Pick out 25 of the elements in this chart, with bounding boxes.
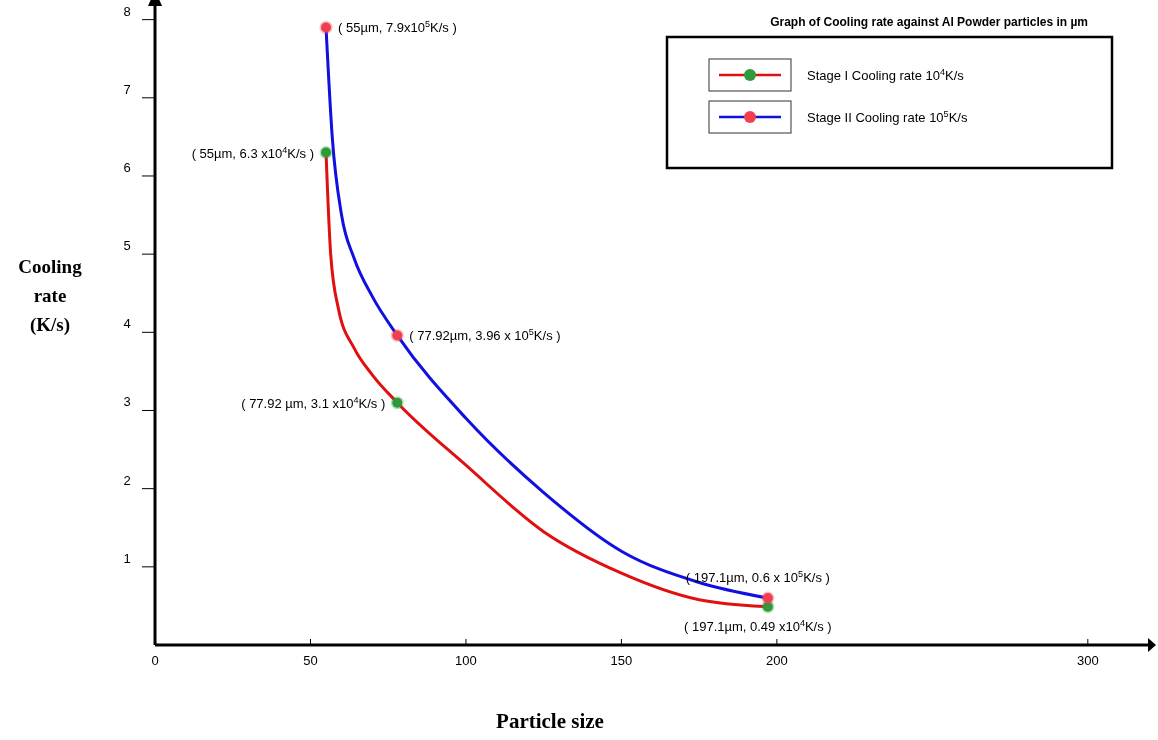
y-tick-label: 4 [123, 316, 131, 332]
annotation: ( 197.1µm, 0.6 x 10$^{5}$K/s ) [685, 569, 830, 586]
x-axis-title: Particle size [496, 709, 604, 733]
legend-label: Stage I Cooling rate 10$^{4}$K/s [807, 67, 965, 83]
y-tick-label: 1 [123, 550, 131, 566]
y-tick-label: 7 [123, 81, 131, 97]
annotation: ( 55µm, 6.3 x10$^{4}$K/s ) [191, 144, 315, 161]
x-tick-label: 300 [1076, 653, 1099, 668]
y-tick-label: 5 [123, 238, 131, 254]
x-tick-label: 0 [151, 653, 159, 668]
legend-label: Stage II Cooling rate 10$^{5}$K/s [807, 109, 968, 125]
y-tick-label: 8 [123, 3, 131, 19]
text: Graph of Cooling rate against Al Powder particles in µm [770, 15, 1088, 29]
y-axis-title: Cooling rate (K/s) [18, 256, 83, 336]
x-tick-label: 150 [610, 653, 633, 668]
x-tick-label: 100 [455, 653, 477, 668]
y-tick-label: 3 [123, 394, 131, 410]
annotation: ( 77.92 µm, 3.1 x10$^{4}$K/s ) [241, 394, 386, 411]
x-tick-label: 200 [766, 653, 788, 668]
y-tick-label: 6 [123, 159, 131, 175]
annotation: ( 77.92µm, 3.96 x 10$^{5}$K/s ) [409, 327, 561, 344]
annotation: ( 197.1µm, 0.49 x10$^{4}$K/s ) [684, 617, 832, 634]
y-tick-label: 2 [123, 472, 131, 488]
annotation: ( 55µm, 7.9x10$^{5}$K/s ) [338, 19, 457, 36]
x-tick-label: 50 [303, 653, 318, 668]
